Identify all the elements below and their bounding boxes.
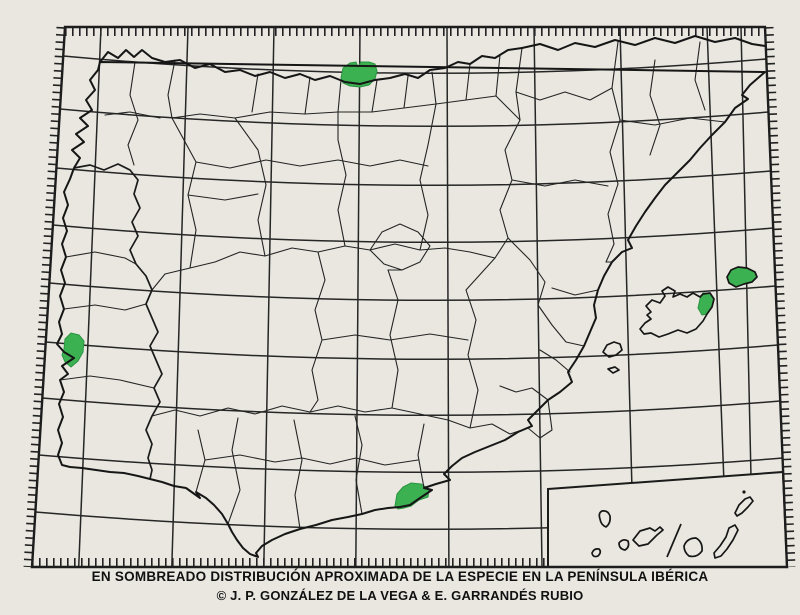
patch-lisbon-area	[61, 332, 85, 368]
la-graciosa-dot	[742, 490, 746, 494]
lanzarote-outline	[734, 496, 754, 517]
la-gomera-outline	[618, 539, 630, 551]
inset-divider-slash	[666, 523, 682, 558]
tick-marks	[23, 26, 796, 568]
menorca-outline	[726, 266, 758, 288]
patch-cantabrian-coast	[340, 61, 378, 88]
la-palma-outline	[598, 510, 612, 528]
el-hierro-outline	[591, 547, 602, 558]
mallorca-outline	[639, 286, 715, 338]
inset-frame	[547, 470, 789, 568]
graticule-grid	[35, 27, 785, 567]
canary-inset	[547, 470, 789, 568]
inset-islands	[591, 490, 754, 559]
formentera-outline	[607, 366, 620, 374]
gran-canaria-outline	[683, 537, 703, 558]
ibiza-outline	[602, 341, 623, 358]
iberia-coastline	[56, 35, 766, 558]
pyrenees-border	[521, 35, 766, 51]
tenerife-outline	[632, 526, 664, 547]
frame-border	[30, 25, 789, 569]
portugal-spain-border	[73, 163, 163, 480]
caption-credits: © J. P. GONZÁLEZ DE LA VEGA & E. GARRAND…	[216, 588, 584, 603]
caption-distribution-note: EN SOMBREADO DISTRIBUCIÓN APROXIMADA DE …	[91, 569, 709, 584]
fuerteventura-outline	[713, 524, 739, 559]
province-boundaries	[59, 41, 726, 530]
balearic-islands	[602, 266, 758, 374]
distribution-patches	[61, 61, 758, 510]
